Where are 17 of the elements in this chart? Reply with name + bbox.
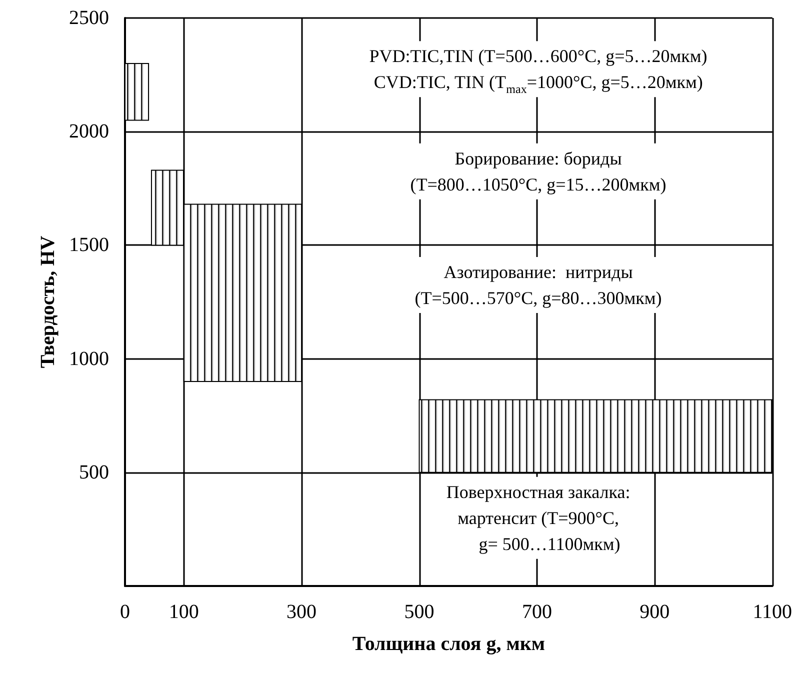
- x-tick-label: 900: [640, 601, 670, 623]
- y-tick-label: 2500: [69, 7, 109, 29]
- x-axis-title: Толщина слоя g, мкм: [352, 633, 546, 655]
- y-axis-title: Твердость, HV: [37, 235, 60, 368]
- x-tick-label: 500: [404, 601, 434, 623]
- y-tick-label: 2000: [69, 120, 109, 143]
- y-tick-label: 1000: [69, 348, 109, 370]
- annotation: Борирование: бориды (T=800…1050°C, g=15…200мкм): [410, 148, 666, 194]
- annotation: Азотирование: нитриды (T=500…570°C, g=80…300мкм): [414, 262, 662, 308]
- x-tick-label: 300: [286, 601, 317, 623]
- x-tick-label: 0: [120, 601, 130, 623]
- y-tick-label: 1500: [69, 234, 109, 256]
- annotation: Поверхностная закалка: мартенсит (T=900°C, g= 500…1100мкм): [446, 482, 630, 554]
- x-tick-label: 100: [168, 601, 199, 623]
- x-tick-label: 700: [522, 601, 552, 623]
- x-tick-label: 1100: [752, 601, 792, 623]
- y-tick-label: 500: [79, 461, 109, 484]
